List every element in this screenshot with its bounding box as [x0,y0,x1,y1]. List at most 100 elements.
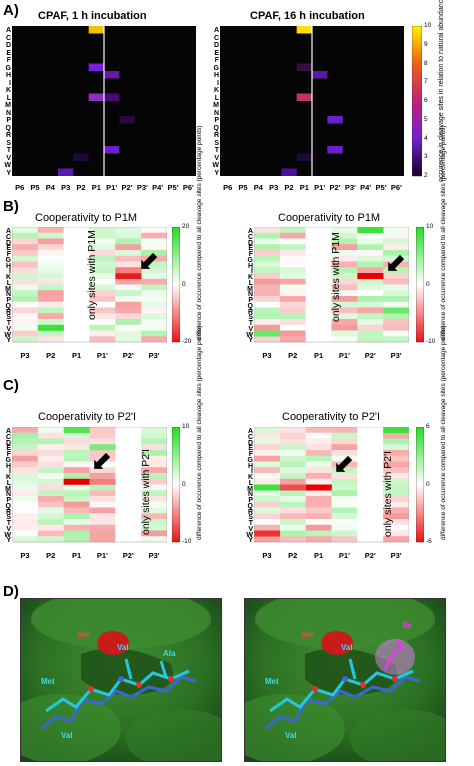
aa-label-P: P [6,117,11,124]
panel-a-right-title: CPAF, 16 h incubation [250,10,365,22]
heatmap-cell [383,507,409,514]
heatmap-cell [383,432,409,439]
position-label: P6' [182,183,194,192]
heatmap-cell [279,290,306,297]
heatmap-cell [383,250,409,257]
heatmap-cell [89,250,116,257]
heatmap-cell [383,444,409,451]
heatmap-cell [279,473,306,480]
aa-label-W: W [246,531,253,539]
colorbar-tick: 9 [424,40,428,48]
heatmap-cell [63,507,90,514]
aa-label-P: P [214,117,219,124]
aa-label-A: A [247,428,253,435]
heatmap-cell [279,330,306,337]
heatmap-cell [37,478,64,485]
aa-label-C: C [247,433,253,441]
colorbar-tick: 7 [424,78,428,86]
position-label: P6 [223,183,233,192]
heatmap-cell [12,461,39,468]
heatmap-cell [357,284,384,291]
heatmap-cell [12,536,39,543]
aa-label-V: V [6,525,11,533]
position-label: P3 [262,351,272,360]
heatmap-cell [37,530,64,537]
heatmap-cell [89,313,116,320]
heatmap-cell [383,519,409,526]
heatmap-cell [37,484,64,491]
heatmap-cell [89,238,116,245]
heatmap-cell [357,427,384,434]
heatmap-cell [115,261,142,268]
heatmap-cell [331,507,358,514]
heatmap-cell [296,63,312,71]
aa-label-M: M [5,285,11,293]
heatmap-cell [331,524,358,531]
heatmap-cell [12,267,39,274]
heatmap-cell [279,444,306,451]
heatmap-cell [63,438,90,445]
heatmap-cell [63,307,90,314]
colorbar-tick: 10 [182,423,190,430]
heatmap-cell [383,336,409,343]
aa-label-L: L [248,279,253,287]
heatmap-cell [254,455,281,462]
heatmap-cell-highlight [383,427,409,434]
heatmap-cell [357,330,384,337]
heatmap-cell [305,455,332,462]
heatmap-cell [357,238,384,245]
heatmap-cell [279,513,306,520]
heatmap-cell [141,513,167,520]
heatmap-cell [141,238,167,245]
heatmap-cell [383,524,409,531]
heatmap-cell [331,250,358,257]
heatmap-cell [63,284,90,291]
heatmap-cell [115,301,142,308]
panel-d-right-val2-label: Val [285,731,297,740]
heatmap-cell-highlight [383,307,409,314]
heatmap-cell [89,290,116,297]
aa-label-G: G [5,456,11,464]
heatmap-cell [141,273,167,280]
heatmap-cell [63,296,90,303]
position-label: P2' [122,551,134,560]
heatmap-cell [37,273,64,280]
heatmap-cell [383,461,409,468]
heatmap-cell [331,278,358,285]
heatmap-cell [383,438,409,445]
heatmap-cell [254,467,281,474]
heatmap-cell [254,450,281,457]
aa-label-N: N [213,109,219,117]
heatmap-cell [383,536,409,543]
heatmap-cell [12,250,39,257]
heatmap-cell [141,244,167,251]
panel-c-right-colorbar [416,427,424,543]
heatmap-cell [89,438,116,445]
aa-label-K: K [247,274,253,281]
heatmap-cell [141,227,167,234]
heatmap-cell [331,438,358,445]
heatmap-cell [37,524,64,531]
heatmap-cell [383,473,409,480]
heatmap-cell [89,273,116,280]
heatmap-cell [305,461,332,468]
heatmap-cell [305,519,332,526]
position-label: P1' [338,551,350,560]
heatmap-cell [115,513,142,520]
aa-label-C: C [5,433,11,441]
heatmap-cell [63,336,90,343]
heatmap-cell [305,330,332,337]
colorbar-tick: 3 [424,153,428,161]
heatmap-cell [357,301,384,308]
heatmap-cell [63,250,90,257]
heatmap-cell [279,432,306,439]
heatmap-cell [357,484,384,491]
aa-label-I: I [251,468,253,476]
heatmap-cell [37,261,64,268]
heatmap-cell [254,255,281,262]
panel-b-left-colorbar-ticks: 20 0 -20 [182,223,198,345]
heatmap-cell-highlight [115,267,142,274]
heatmap-cell [141,461,167,468]
aa-label-D: D [5,239,11,247]
heatmap-cell [37,473,64,480]
